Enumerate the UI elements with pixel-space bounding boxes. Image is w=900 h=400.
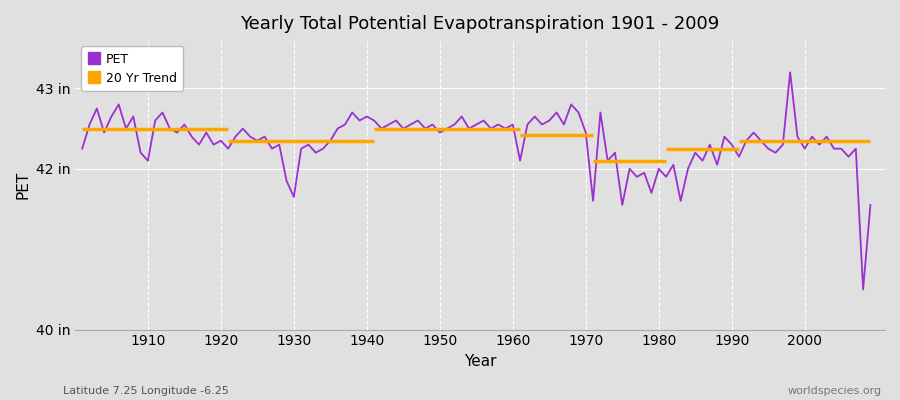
Text: worldspecies.org: worldspecies.org <box>788 386 882 396</box>
Y-axis label: PET: PET <box>15 171 30 199</box>
Title: Yearly Total Potential Evapotranspiration 1901 - 2009: Yearly Total Potential Evapotranspiratio… <box>240 15 720 33</box>
X-axis label: Year: Year <box>464 354 496 369</box>
Text: Latitude 7.25 Longitude -6.25: Latitude 7.25 Longitude -6.25 <box>63 386 229 396</box>
Legend: PET, 20 Yr Trend: PET, 20 Yr Trend <box>81 46 184 91</box>
